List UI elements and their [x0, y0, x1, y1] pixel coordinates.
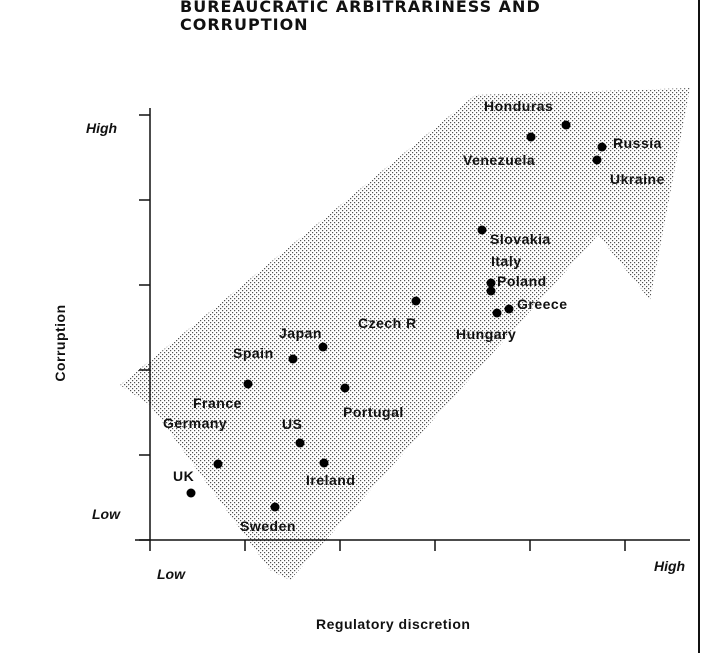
data-point-russia: [597, 142, 607, 152]
frame-border: [698, 0, 700, 653]
point-label-ireland: Ireland: [306, 472, 355, 488]
axis-ticks: [139, 114, 626, 551]
point-label-venezuela: Venezuela: [463, 152, 535, 168]
data-point-ukraine: [592, 155, 602, 165]
point-label-spain: Spain: [233, 345, 274, 361]
data-point-hungary: [492, 308, 502, 318]
point-label-japan: Japan: [279, 325, 322, 341]
data-point-czech-r: [411, 296, 421, 306]
point-label-sweden: Sweden: [240, 518, 296, 534]
point-label-hungary: Hungary: [456, 326, 516, 342]
x-tick-low: Low: [157, 566, 185, 582]
data-point-germany: [213, 459, 223, 469]
x-axis-label: Regulatory discretion: [316, 616, 471, 632]
point-label-ukraine: Ukraine: [610, 171, 665, 187]
data-point-us: [295, 438, 305, 448]
shaded-band: [120, 88, 690, 580]
data-point-poland: [486, 286, 496, 296]
data-point-ireland: [319, 458, 329, 468]
data-point-spain: [288, 354, 298, 364]
y-axis-label: Corruption: [52, 304, 68, 382]
point-label-france: France: [193, 395, 242, 411]
point-label-germany: Germany: [163, 415, 227, 431]
data-point-venezuela: [526, 132, 536, 142]
data-point-italy: [486, 278, 496, 288]
point-label-honduras: Honduras: [484, 98, 553, 114]
point-label-us: US: [282, 416, 302, 432]
y-tick-high: High: [86, 120, 118, 136]
point-label-slovakia: Slovakia: [490, 231, 551, 247]
point-label-poland: Poland: [497, 273, 547, 289]
data-point-greece: [504, 304, 514, 314]
data-point-france: [243, 379, 253, 389]
y-tick-low: Low: [92, 506, 120, 522]
data-point-honduras: [561, 120, 571, 130]
point-label-greece: Greece: [517, 296, 567, 312]
point-label-czech-r: Czech R: [358, 315, 417, 331]
axes: [135, 108, 690, 541]
point-label-italy: Italy: [491, 253, 522, 269]
point-label-uk: UK: [173, 468, 194, 484]
data-points: UK Sweden Germany France US Ireland Spain Portu…: [163, 98, 665, 534]
data-point-japan: [318, 342, 328, 352]
title-line-1: BUREAUCRATIC ARBITRARINESS AND: [180, 0, 541, 16]
data-point-portugal: [340, 383, 350, 393]
x-tick-high: High: [654, 558, 686, 574]
data-point-uk: [186, 488, 196, 498]
point-label-russia: Russia: [613, 135, 662, 151]
title-line-2: CORRUPTION: [180, 15, 309, 34]
chart-title: BUREAUCRATIC ARBITRARINESS AND CORRUPTIO…: [180, 0, 660, 34]
data-point-sweden: [270, 502, 280, 512]
data-point-slovakia: [477, 225, 487, 235]
point-label-portugal: Portugal: [343, 404, 404, 420]
